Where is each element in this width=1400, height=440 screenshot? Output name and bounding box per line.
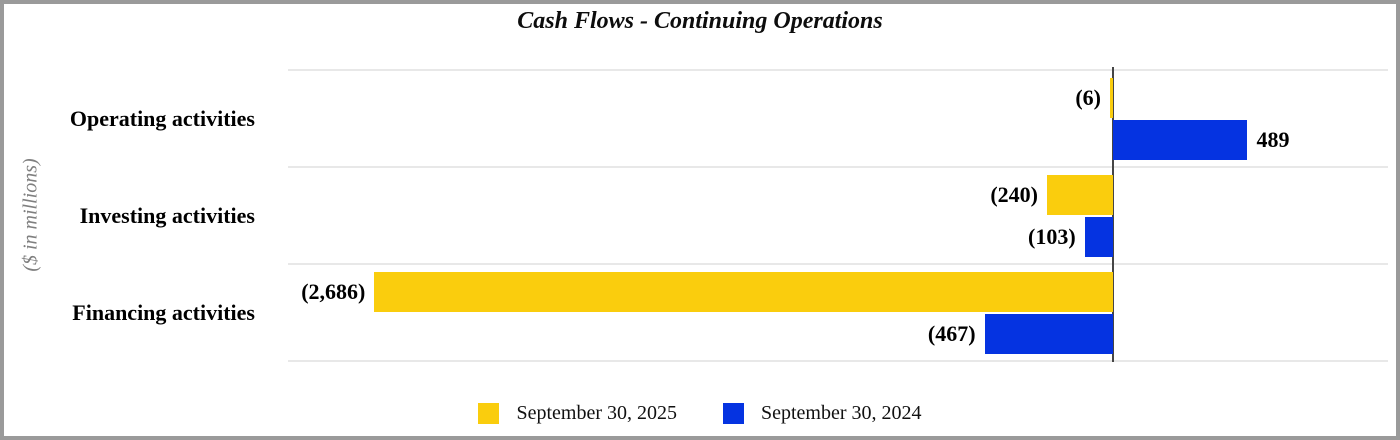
legend-item-september-30-2024: September 30, 2024 <box>723 402 922 425</box>
value-label-investing-activities-september-30-2025: (240) <box>990 182 1038 207</box>
category-label-investing-activities: Investing activities <box>79 202 255 228</box>
plot-area: (6) 489 (240) (103) (2,686) (467) <box>288 67 1388 362</box>
legend-swatch-september-30-2025 <box>478 403 500 424</box>
chart-title: Cash Flows - Continuing Operations <box>517 8 883 34</box>
gridline <box>288 69 1388 71</box>
legend-label-september-30-2025: September 30, 2025 <box>516 402 677 424</box>
bar-operating-activities-september-30-2024 <box>1113 120 1248 160</box>
legend-item-september-30-2025: September 30, 2025 <box>478 402 677 425</box>
value-label-financing-activities-september-30-2024: (467) <box>927 321 976 346</box>
gridline <box>288 360 1388 362</box>
bar-financing-activities-september-30-2025 <box>374 272 1113 312</box>
category-label-operating-activities: Operating activities <box>69 105 255 131</box>
bar-investing-activities-september-30-2025 <box>1047 175 1113 215</box>
bar-operating-activities-september-30-2025 <box>1110 78 1113 118</box>
bar-financing-activities-september-30-2024 <box>984 314 1113 354</box>
zero-axis-line <box>1112 67 1114 362</box>
gridline <box>288 166 1388 168</box>
legend: September 30, 2025 September 30, 2024 <box>4 402 1396 425</box>
value-label-operating-activities-september-30-2025: (6) <box>1075 85 1101 110</box>
value-label-financing-activities-september-30-2025: (2,686) <box>301 279 366 304</box>
legend-swatch-september-30-2024 <box>723 403 744 424</box>
category-axis-labels: Operating activities Investing activities… <box>4 70 255 361</box>
legend-label-september-30-2024: September 30, 2024 <box>761 402 922 424</box>
bar-investing-activities-september-30-2024 <box>1084 217 1113 257</box>
gridline <box>288 263 1388 265</box>
value-label-investing-activities-september-30-2024: (103) <box>1028 224 1076 249</box>
category-label-financing-activities: Financing activities <box>72 299 255 325</box>
value-label-operating-activities-september-30-2024: 489 <box>1256 127 1290 152</box>
